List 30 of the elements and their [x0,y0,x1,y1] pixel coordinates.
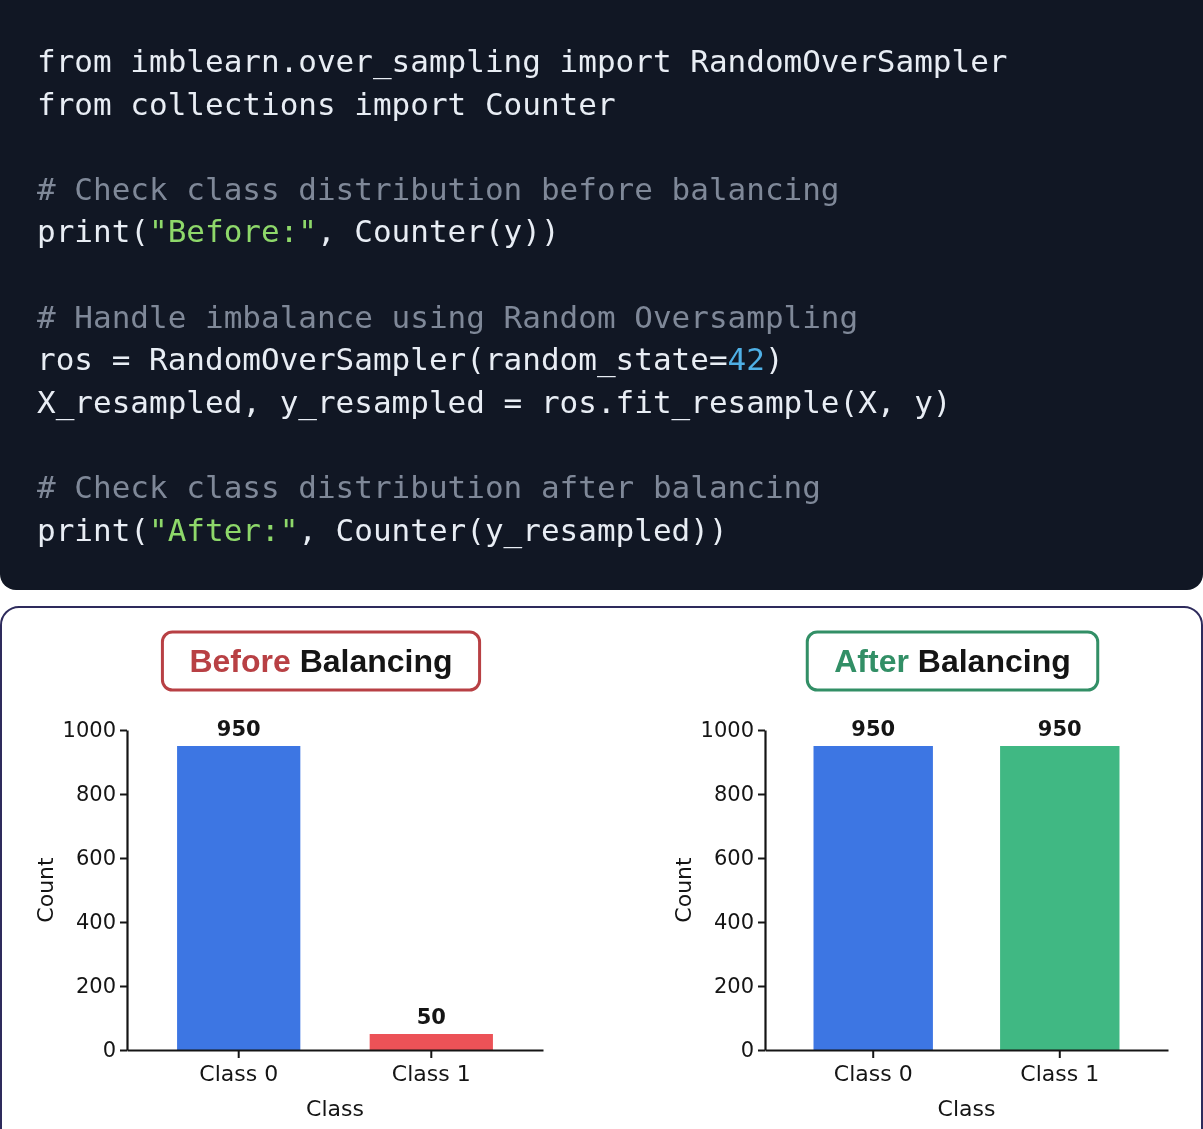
x-tick-label: Class 0 [199,1060,279,1086]
x-tick-label: Class 0 [833,1060,913,1086]
y-tick-label: 400 [75,910,116,935]
y-tick-label: 800 [75,782,116,807]
y-tick-label: 200 [713,974,754,999]
y-tick-label: 0 [740,1038,754,1063]
y-tick-label: 800 [713,782,754,807]
text: # Check class distribution after balancing print("After:", Counter(y_resampled)) [37,469,821,549]
chart-title: Before Balancing [189,643,453,679]
text: # Check class distribution before balancing print("Before:", Counter(y)) [37,170,840,250]
y-tick-label: 1000 [700,718,754,743]
x-tick-label: Class 1 [391,1060,471,1086]
y-tick-label: 400 [713,910,754,935]
y-tick-label: 600 [713,846,754,871]
data-label: 950 [851,717,896,741]
data-label: 50 [416,1005,446,1029]
data-label: 950 [1037,717,1082,741]
y-axis-title: Count [671,856,696,923]
data-label: 950 [216,717,261,741]
y-tick-label: 0 [102,1038,116,1063]
x-tick-label: Class 1 [1020,1060,1100,1086]
text: # Handle imbalance using Random Oversampling ros = RandomOverSampler(random_state=42) X_resampled, y_resampled = ros.fit_resample(X, y) [37,298,952,421]
y-axis-title: Count [33,856,58,923]
y-tick-label: 200 [75,974,116,999]
text: from imblearn.over_sampling import RandomOverSampler from collections import Counter [37,43,1008,122]
x-axis-title: Class [306,1096,364,1121]
y-tick-label: 600 [75,846,116,871]
x-axis-title: Class [937,1096,996,1121]
y-tick-label: 1000 [62,718,116,743]
chart-title: After Balancing [834,643,1071,679]
